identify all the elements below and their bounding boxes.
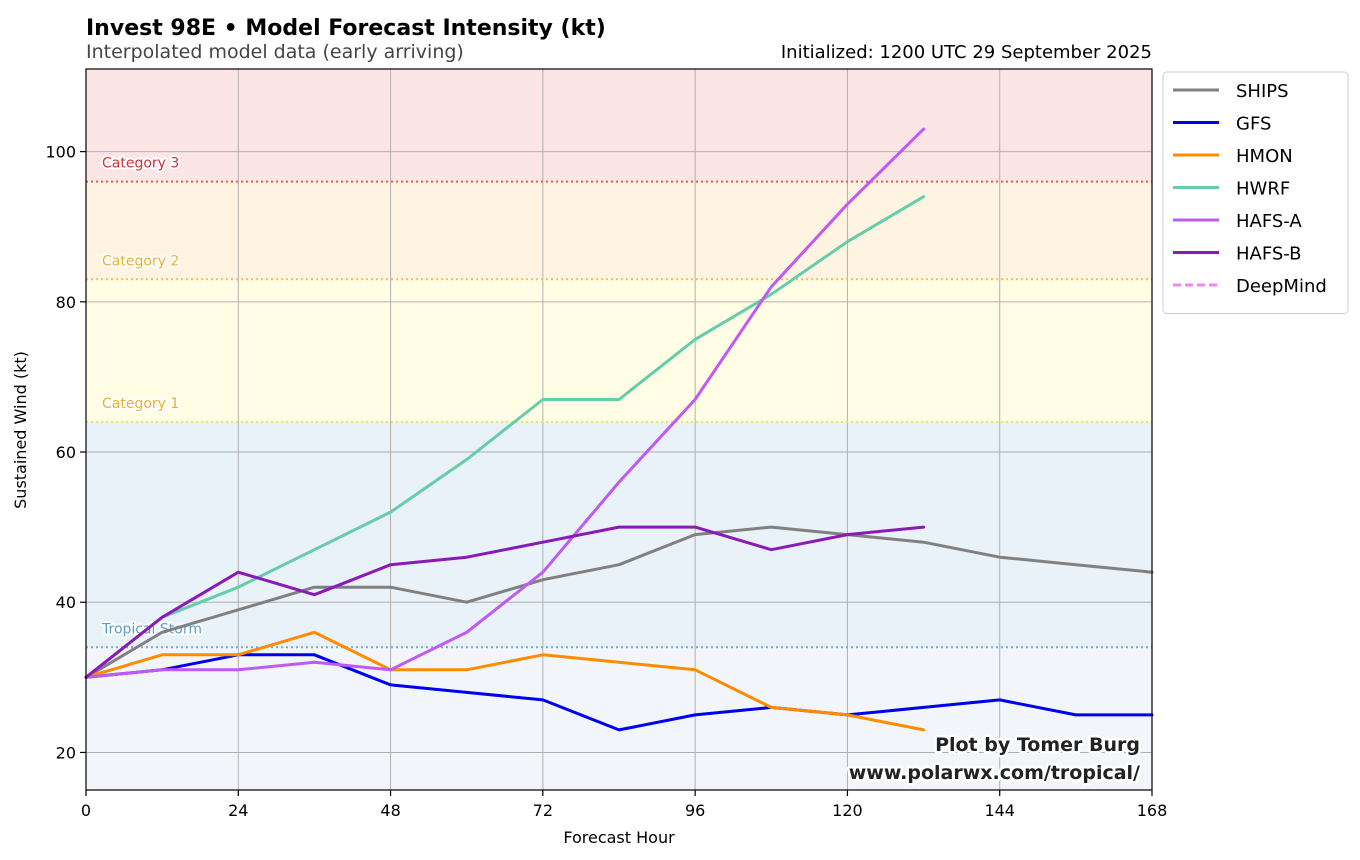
x-tick-label: 120	[832, 801, 863, 820]
y-tick-label: 20	[56, 743, 76, 762]
threshold-label: Tropical Storm	[101, 621, 202, 637]
y-tick-label: 100	[45, 143, 76, 162]
y-tick-label: 40	[56, 593, 76, 612]
series-line-hafs-b	[84, 525, 926, 679]
y-tick-label: 60	[56, 443, 76, 462]
legend-label-hafs-a: HAFS-A	[1236, 211, 1302, 232]
threshold-label: Category 2	[102, 253, 179, 269]
intensity-bands	[86, 69, 1152, 790]
band-tropical-depression	[86, 647, 1152, 790]
plot-credit: Plot by Tomer Burg www.polarwx.com/tropi…	[846, 732, 1142, 787]
legend-label-hwrf: HWRF	[1236, 179, 1290, 200]
x-axis-ticks: 0 24 48 72 96 120 144 168	[81, 790, 1167, 820]
legend-label-hafs-b: HAFS-B	[1236, 244, 1302, 265]
series-line-gfs	[84, 653, 1154, 732]
legend: SHIPS GFS HMON HWRF HAFS-A HAFS-B DeepMind	[1162, 71, 1349, 314]
band-category-2	[86, 181, 1152, 280]
initialized-time: Initialized: 1200 UTC 29 September 2025	[781, 42, 1152, 63]
credit-author: Plot by Tomer Burg	[935, 734, 1140, 756]
x-tick-label: 48	[380, 801, 400, 820]
credit-url: www.polarwx.com/tropical/	[849, 762, 1140, 784]
band-category-3	[86, 69, 1152, 182]
series-line-hwrf	[84, 195, 926, 679]
x-tick-label: 24	[228, 801, 248, 820]
x-tick-label: 0	[81, 801, 91, 820]
y-axis-label: Sustained Wind (kt)	[11, 351, 30, 509]
x-tick-label: 96	[685, 801, 705, 820]
chart-subtitle: Interpolated model data (early arriving)	[86, 41, 464, 63]
plot-frame	[85, 68, 1153, 791]
series-lines	[84, 127, 1154, 732]
x-tick-label: 144	[984, 801, 1015, 820]
threshold-lines: Tropical Storm Category 1 Category 2 Catego…	[86, 154, 1152, 649]
y-axis-ticks: 20 40 60 80 100	[45, 143, 86, 762]
series-line-hmon	[84, 630, 926, 732]
x-tick-label: 72	[533, 801, 553, 820]
legend-label-hmon: HMON	[1236, 146, 1293, 167]
x-axis-label: Forecast Hour	[563, 828, 675, 847]
threshold-label: Category 1	[102, 396, 179, 412]
legend-label-deepmind: DeepMind	[1236, 276, 1327, 297]
band-tropical-storm	[86, 421, 1152, 648]
series-line-hafs-a	[84, 127, 926, 679]
y-tick-label: 80	[56, 293, 76, 312]
series-line-ships	[84, 525, 1154, 679]
legend-label-ships: SHIPS	[1236, 81, 1289, 102]
legend-label-gfs: GFS	[1236, 114, 1271, 135]
chart-title: Invest 98E • Model Forecast Intensity (k…	[86, 16, 606, 41]
threshold-label: Category 3	[102, 156, 179, 172]
x-tick-label: 168	[1137, 801, 1168, 820]
